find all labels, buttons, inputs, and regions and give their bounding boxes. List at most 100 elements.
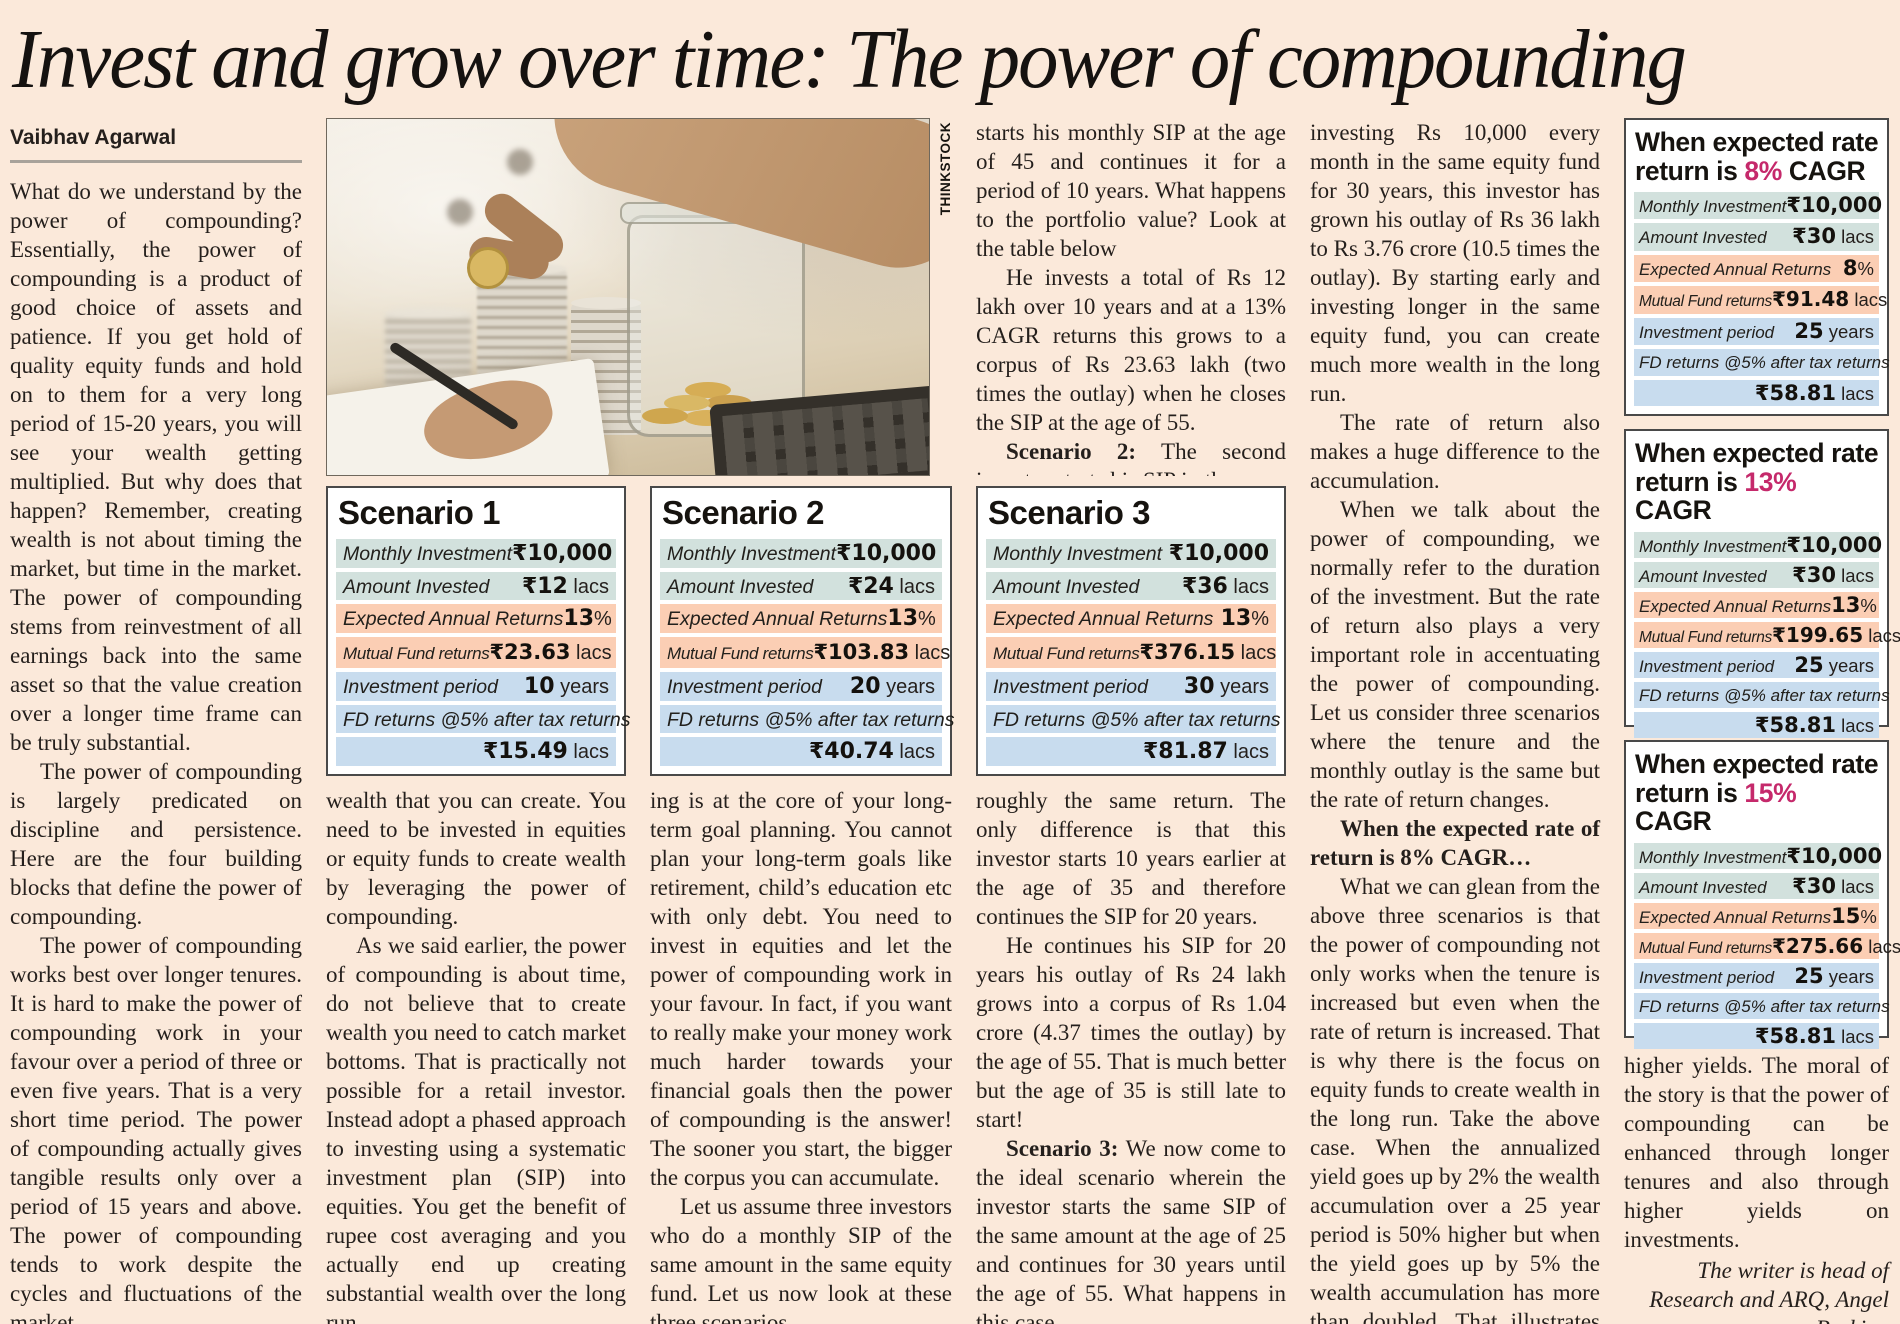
body-paragraph: wealth that you can create. You need to … bbox=[326, 788, 626, 929]
column-4: starts his monthly SIP at the age of 45 … bbox=[976, 118, 1286, 1324]
body-paragraph: What we can glean from the above three s… bbox=[1310, 874, 1600, 1324]
table-row: FD returns @5% after tax returns bbox=[1634, 992, 1890, 1019]
row-value: ₹23.63 lacs bbox=[489, 640, 612, 665]
rate-value-highlight: 8% bbox=[1744, 155, 1782, 186]
table-title: Scenario 3 bbox=[988, 494, 1150, 531]
table-row: Amount Invested ₹30 lacs bbox=[1634, 561, 1879, 588]
row-label: FD returns @5% after tax returns bbox=[1639, 685, 1890, 705]
row-label: Expected Annual Returns bbox=[1639, 259, 1832, 279]
row-label: FD returns @5% after tax returns bbox=[1639, 353, 1890, 373]
row-label: Monthly Investment bbox=[667, 542, 837, 565]
table-row: Expected Annual Returns 8% bbox=[1634, 254, 1879, 282]
row-value: ₹199.65 lacs bbox=[1772, 622, 1900, 647]
body-paragraph: The power of compounding works best over… bbox=[10, 933, 302, 1324]
body-paragraph: As we said earlier, the power of compoun… bbox=[326, 933, 626, 1324]
table-row: Monthly Investment ₹10,000 bbox=[660, 538, 942, 568]
row-value: ₹10,000 bbox=[836, 540, 937, 566]
row-label: Investment period bbox=[1639, 967, 1775, 987]
table-row: ₹58.81 lacs bbox=[1634, 1022, 1879, 1049]
row-value: ₹10,000 bbox=[1786, 843, 1883, 868]
body-paragraph: He invests a total of Rs 12 lakh over 10… bbox=[976, 265, 1286, 435]
scenario-3-table: Scenario 3 Monthly Investment ₹10,000 Amo… bbox=[976, 486, 1286, 776]
table-row: Expected Annual Returns 13% bbox=[1634, 591, 1879, 618]
table-row: Investment period 30 years bbox=[986, 671, 1276, 701]
row-value: ₹36 lacs bbox=[1181, 573, 1269, 599]
row-value: ₹10,000 bbox=[512, 540, 613, 566]
row-value: 25 years bbox=[1794, 319, 1874, 344]
table-row: Monthly Investment ₹10,000 bbox=[1634, 192, 1883, 220]
body-paragraph: higher yields. The moral of the story is… bbox=[1624, 1053, 1889, 1252]
row-value: 15% bbox=[1831, 903, 1877, 928]
table-row: Expected Annual Returns 13% bbox=[336, 604, 616, 634]
rate-box-8pct: When expected rate return is 8% CAGR Mon… bbox=[1624, 118, 1890, 416]
column-2: wealth that you can create. You need to … bbox=[326, 786, 626, 1324]
body-paragraph: ing is at the core of your long-term goa… bbox=[650, 788, 952, 1190]
row-label: Amount Invested bbox=[993, 575, 1140, 598]
row-value: ₹12 lacs bbox=[521, 573, 609, 599]
falling-coin bbox=[447, 199, 473, 225]
table-row: ₹15.49 lacs bbox=[336, 737, 616, 766]
row-value: ₹24 lacs bbox=[847, 573, 935, 599]
article-columns: Vaibhav Agarwal What do we understand by… bbox=[10, 118, 1900, 1324]
table-row: ₹81.87 lacs bbox=[986, 737, 1276, 766]
row-label: Mutual Fund returns bbox=[1639, 628, 1773, 646]
table-row: FD returns @5% after tax returns bbox=[1634, 681, 1890, 708]
table-row: Investment period 25 years bbox=[1634, 651, 1879, 678]
row-value: ₹58.81 lacs bbox=[1754, 712, 1874, 737]
table-row: Amount Invested ₹36 lacs bbox=[986, 571, 1276, 601]
table-row: Mutual Fund returns ₹275.66 lacs bbox=[1634, 932, 1900, 959]
body-paragraph: The rate of return also makes a huge dif… bbox=[1310, 410, 1600, 493]
row-value: ₹376.15 lacs bbox=[1139, 640, 1277, 665]
table-row: ₹58.81 lacs bbox=[1634, 711, 1879, 738]
body-paragraph: He continues his SIP for 20 years his ou… bbox=[976, 933, 1286, 1132]
headline: Invest and grow over time: The power of … bbox=[12, 13, 1687, 106]
row-label: Amount Invested bbox=[667, 575, 814, 598]
body-paragraph: Let us assume three investors who do a m… bbox=[650, 1194, 952, 1324]
row-value: ₹30 lacs bbox=[1792, 562, 1874, 587]
row-value: 8% bbox=[1842, 255, 1874, 280]
body-paragraph: Scenario 2: The second investor starts h… bbox=[976, 439, 1286, 476]
row-label: FD returns @5% after tax returns bbox=[343, 708, 631, 731]
body-paragraph: The power of compounding is largely pred… bbox=[10, 759, 302, 929]
row-value: ₹275.66 lacs bbox=[1772, 933, 1900, 958]
row-value: 25 years bbox=[1794, 652, 1874, 677]
table-row: FD returns @5% after tax returns bbox=[660, 704, 954, 734]
rate-box-15pct: When expected rate return is 15% CAGR Mo… bbox=[1624, 740, 1900, 1049]
table-row: Expected Annual Returns 13% bbox=[660, 604, 942, 634]
row-value: ₹103.83 lacs bbox=[813, 640, 951, 665]
row-value: 13% bbox=[1831, 592, 1877, 617]
table-row: Mutual Fund returns ₹199.65 lacs bbox=[1634, 621, 1900, 648]
row-label: Mutual Fund returns bbox=[667, 644, 814, 664]
row-label: Expected Annual Returns bbox=[1639, 907, 1832, 927]
column-4-bottom-text: roughly the same return. The only differ… bbox=[976, 786, 1286, 1324]
row-value: ₹81.87 lacs bbox=[1142, 739, 1269, 765]
table-row: Investment period 25 years bbox=[1634, 318, 1879, 346]
table-row: Amount Invested ₹30 lacs bbox=[1634, 872, 1879, 899]
column-3: ing is at the core of your long-term goa… bbox=[650, 786, 952, 1324]
row-label: Mutual Fund returns bbox=[1639, 292, 1773, 310]
row-value: ₹15.49 lacs bbox=[482, 739, 609, 765]
row-value: 13% bbox=[887, 606, 936, 632]
column-4-top-text: starts his monthly SIP at the age of 45 … bbox=[976, 118, 1286, 476]
row-value: 13% bbox=[1220, 606, 1269, 632]
table-row: FD returns @5% after tax returns bbox=[986, 704, 1280, 734]
table-row: Monthly Investment ₹10,000 bbox=[1634, 842, 1883, 869]
row-value: ₹58.81 lacs bbox=[1754, 380, 1874, 405]
row-label: Mutual Fund returns bbox=[993, 644, 1140, 664]
table-row: Monthly Investment ₹10,000 bbox=[986, 538, 1276, 568]
row-label: FD returns @5% after tax returns bbox=[1639, 996, 1890, 1016]
rate-box-title: When expected rate return is 15% CAGR bbox=[1635, 749, 1879, 837]
row-label: Investment period bbox=[667, 675, 823, 698]
row-label: Investment period bbox=[343, 675, 499, 698]
photo-region: THINKSTOCK bbox=[326, 118, 953, 476]
row-label: Investment period bbox=[1639, 656, 1775, 676]
row-value: ₹10,000 bbox=[1786, 193, 1883, 218]
byline-rule bbox=[10, 160, 302, 163]
table-title: Scenario 2 bbox=[662, 494, 824, 531]
row-label: Monthly Investment bbox=[1639, 536, 1787, 556]
row-label: Amount Invested bbox=[1639, 566, 1767, 586]
row-label: Expected Annual Returns bbox=[667, 608, 888, 631]
byline: Vaibhav Agarwal bbox=[10, 126, 177, 149]
row-label: Expected Annual Returns bbox=[1639, 596, 1832, 616]
